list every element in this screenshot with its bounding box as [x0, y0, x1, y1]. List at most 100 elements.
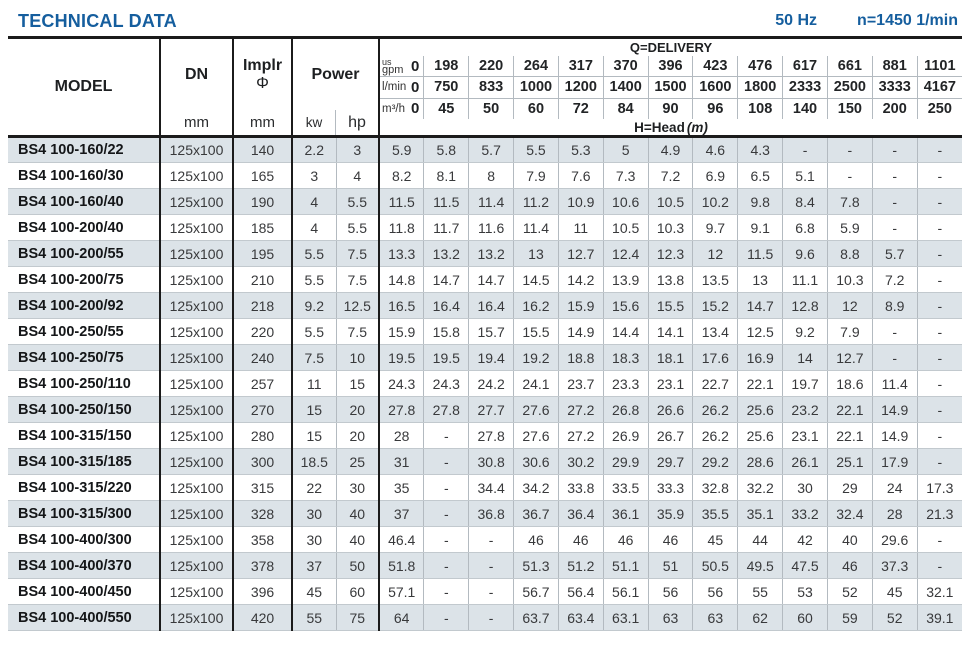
- head-value-cell: 27.8: [379, 396, 424, 423]
- dn-cell: 125x100: [160, 188, 234, 215]
- kw-cell: 4: [292, 188, 336, 215]
- kw-cell: 11: [292, 370, 336, 397]
- dn-cell: 125x100: [160, 500, 234, 527]
- flow-zero-value: 0: [411, 57, 420, 75]
- table-body: BS4 100-160/22 125x100 140 2.2 3 5.9 5.8 5.7 5.5…: [8, 136, 962, 631]
- head-value-cell: 35.1: [737, 500, 783, 527]
- head-value-cell: -: [871, 318, 918, 345]
- head-value-cell: 5.7: [468, 136, 514, 163]
- head-value-cell: 22.1: [826, 396, 873, 423]
- head-value-cell: 10.5: [602, 214, 649, 241]
- head-value-cell: 51: [647, 552, 693, 579]
- head-value-cell: 30: [782, 474, 828, 501]
- head-value-cell: 12.3: [647, 240, 693, 267]
- head-value-cell: 19.5: [379, 344, 424, 371]
- head-value-cell: -: [423, 500, 469, 527]
- head-value-cell: 32.4: [826, 500, 873, 527]
- head-value-cell: 21.3: [916, 500, 962, 527]
- implr-cell: 220: [233, 318, 293, 345]
- head-value-cell: 27.7: [468, 396, 514, 423]
- head-value-cell: 11.2: [513, 188, 559, 215]
- head-value-cell: 37: [379, 500, 424, 527]
- head-value-cell: 16.2: [513, 292, 559, 319]
- hp-unit-label: hp: [335, 110, 378, 135]
- head-value-cell: 11.5: [379, 188, 424, 215]
- head-value-cell: 13.8: [647, 266, 693, 293]
- implr-cell: 210: [233, 266, 293, 293]
- head-value-cell: 12: [692, 240, 738, 267]
- head-value-cell: 6.5: [737, 162, 783, 189]
- head-value-cell: 5.8: [423, 136, 469, 163]
- head-value-cell: 35.5: [692, 500, 738, 527]
- flow-unit-m3h: m³/h 0: [379, 98, 424, 119]
- head-value-cell: 10.2: [692, 188, 738, 215]
- head-value-cell: 29.9: [602, 448, 649, 475]
- head-value-cell: -: [916, 370, 962, 397]
- hp-cell: 60: [335, 578, 381, 605]
- head-value-cell: 46: [602, 526, 649, 553]
- flow-value-cell: 617: [782, 55, 828, 78]
- flow-value-cell: 96: [692, 98, 738, 120]
- head-value-cell: 15.7: [468, 318, 514, 345]
- head-value-cell: 12.8: [782, 292, 828, 319]
- model-cell: BS4 100-200/92: [8, 292, 161, 319]
- head-value-cell: 28: [871, 500, 918, 527]
- table-row: BS4 100-315/300 125x100 328 30 40 37-36.8 36.7…: [8, 500, 962, 527]
- technical-data-table: MODEL DN mm Implr Φ mm Power: [8, 36, 962, 631]
- head-value-cell: 50.5: [692, 552, 738, 579]
- head-value-cell: 46: [513, 526, 559, 553]
- head-value-cell: 13: [513, 240, 559, 267]
- head-value-cell: 63.1: [602, 604, 649, 631]
- hp-cell: 25: [335, 448, 381, 475]
- flow-value-cell: 833: [468, 76, 514, 99]
- head-value-cell: 57.1: [379, 578, 424, 605]
- model-cell: BS4 100-400/450: [8, 578, 161, 605]
- dn-cell: 125x100: [160, 240, 234, 267]
- table-row: BS4 100-250/150 125x100 270 15 20 27.8 27.8 27.…: [8, 396, 962, 423]
- head-value-cell: 11.1: [782, 266, 828, 293]
- head-value-cell: 13.2: [468, 240, 514, 267]
- head-value-cell: 29.6: [871, 526, 918, 553]
- head-value-cell: 7.2: [871, 266, 918, 293]
- head-value-cell: 15.8: [423, 318, 469, 345]
- impeller-unit-label: mm: [250, 114, 275, 131]
- head-value-cell: 26.6: [647, 396, 693, 423]
- table-header: MODEL DN mm Implr Φ mm Power: [8, 37, 962, 137]
- head-value-cell: -: [423, 526, 469, 553]
- head-value-cell: -: [916, 240, 962, 267]
- implr-cell: 270: [233, 396, 293, 423]
- table-row: BS4 100-200/40 125x100 185 4 5.5 11.8 11.7 11.6…: [8, 214, 962, 241]
- head-value-cell: 12.7: [557, 240, 604, 267]
- header-row-groups: MODEL DN mm Implr Φ mm Power: [8, 37, 962, 137]
- head-value-cell: 45: [692, 526, 738, 553]
- kw-cell: 5.5: [292, 318, 336, 345]
- head-value-cell: -: [916, 526, 962, 553]
- dn-cell: 125x100: [160, 370, 234, 397]
- head-value-cell: 56: [647, 578, 693, 605]
- head-value-cell: 26.1: [782, 448, 828, 475]
- head-value-cell: 10.5: [647, 188, 693, 215]
- hp-cell: 40: [335, 526, 381, 553]
- dn-cell: 125x100: [160, 474, 234, 501]
- head-value-cell: 19.7: [782, 370, 828, 397]
- head-value-cell: 19.5: [423, 344, 469, 371]
- head-value-cell: 11.4: [871, 370, 918, 397]
- model-cell: BS4 100-200/40: [8, 214, 161, 241]
- head-value-cell: 11.7: [423, 214, 469, 241]
- kw-cell: 5.5: [292, 240, 336, 267]
- flow-value-cell: 50: [468, 98, 514, 120]
- model-cell: BS4 100-315/220: [8, 474, 161, 501]
- head-value-cell: 46: [826, 552, 873, 579]
- head-value-cell: 8.4: [782, 188, 828, 215]
- model-cell: BS4 100-160/22: [8, 136, 161, 163]
- table-row: BS4 100-200/55 125x100 195 5.5 7.5 13.3 13.2 13…: [8, 240, 962, 267]
- head-value-cell: 18.6: [826, 370, 873, 397]
- table-row: BS4 100-250/75 125x100 240 7.5 10 19.5 19.5 19.…: [8, 344, 962, 371]
- kw-cell: 15: [292, 396, 336, 423]
- table-row: BS4 100-400/450 125x100 396 45 60 57.1- -56.7 5…: [8, 578, 962, 605]
- head-value-cell: 32.8: [692, 474, 738, 501]
- model-cell: BS4 100-400/370: [8, 552, 161, 579]
- implr-cell: 396: [233, 578, 293, 605]
- head-value-cell: 14.9: [871, 422, 918, 449]
- head-value-cell: 14.7: [737, 292, 783, 319]
